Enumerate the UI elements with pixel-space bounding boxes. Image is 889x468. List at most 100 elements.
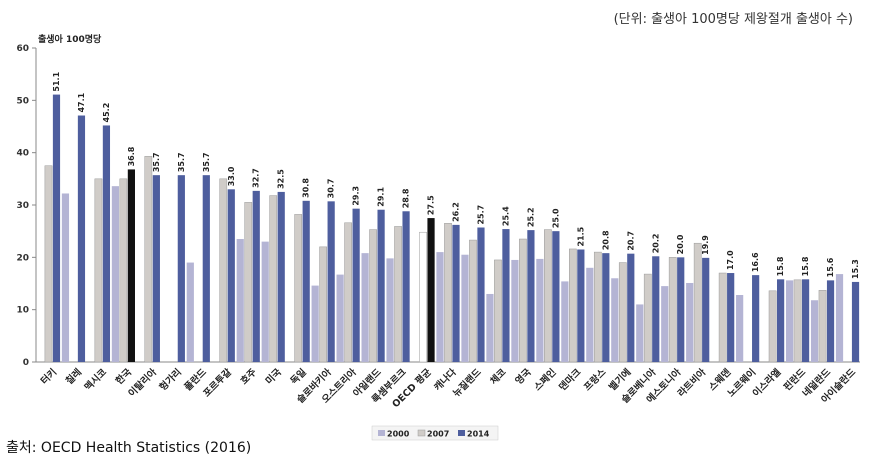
x-category-label: 헝가리: [157, 366, 184, 393]
bar-value-label: 45.2: [102, 103, 111, 123]
x-category-label: 뉴질랜드: [450, 366, 483, 399]
bar-2014: [427, 218, 435, 362]
bar-2007: [419, 231, 427, 363]
bar-2007: [244, 202, 253, 363]
bar-2000: [261, 241, 269, 362]
bar-2000: [386, 258, 394, 362]
bar-value-label: 25.0: [551, 208, 560, 228]
y-tick-label: 20: [16, 253, 29, 263]
bar-2014: [352, 208, 360, 362]
bar-2000: [461, 254, 469, 362]
bar-value-label: 27.5: [427, 195, 436, 215]
x-category-label: 독일: [288, 366, 309, 387]
y-tick-label: 0: [23, 358, 29, 368]
bar-2000: [536, 258, 544, 362]
legend-box: [371, 425, 499, 441]
bar-2007: [444, 223, 452, 363]
bar-2000: [586, 267, 594, 362]
x-category-label: 체코: [488, 366, 509, 387]
y-axis-label: 출생아 100명당: [38, 33, 102, 45]
bar-2014: [777, 279, 785, 362]
bar-value-label: 15.8: [801, 256, 810, 276]
bar-2000: [785, 280, 794, 362]
x-category-label: 이탈리아: [126, 366, 159, 399]
bar-2000: [661, 286, 669, 362]
bar-2007: [618, 262, 627, 363]
bar-value-label: 16.6: [751, 252, 760, 272]
legend-label: 2007: [427, 430, 449, 439]
bar-2000: [810, 300, 819, 362]
y-tick-label: 60: [16, 44, 29, 54]
bar-2014: [602, 253, 610, 362]
bar-2000: [636, 304, 644, 362]
bar-2000: [686, 282, 694, 362]
bar-value-label: 21.5: [576, 226, 585, 246]
bar-value-label: 29.1: [377, 187, 386, 207]
bar-2007: [718, 272, 727, 363]
unit-note: (단위: 출생아 100명당 제왕절개 출생아 수): [613, 12, 853, 27]
bar-2014: [527, 230, 535, 362]
bar-2014: [177, 175, 185, 362]
bar-2007: [119, 178, 128, 363]
bar-2014: [502, 229, 510, 362]
bar-2007: [219, 178, 228, 363]
bar-2007: [319, 246, 328, 363]
bar-value-label: 17.0: [726, 250, 735, 270]
legend-swatch-2014: [458, 430, 465, 436]
bar-value-label: 15.8: [776, 256, 785, 276]
source-note: 출처: OECD Health Statistics (2016): [6, 440, 252, 456]
bar-value-label: 20.7: [626, 231, 635, 251]
bar-value-label: 36.8: [127, 146, 136, 166]
bar-2014: [652, 256, 660, 362]
bar-value-label: 15.3: [851, 259, 860, 279]
legend-swatch-2000: [378, 430, 385, 436]
bar-value-label: 47.1: [77, 92, 86, 112]
bar-2007: [818, 290, 827, 363]
bar-2000: [486, 293, 494, 362]
bar-2014: [277, 191, 285, 362]
bar-value-label: 28.8: [402, 188, 411, 208]
bar-value-label: 25.4: [501, 206, 510, 226]
bar-value-label: 35.7: [202, 152, 211, 172]
bar-2000: [311, 285, 319, 362]
bar-2014: [152, 175, 160, 362]
bar-2007: [144, 156, 153, 363]
bar-2014: [377, 209, 385, 362]
bar-value-label: 30.7: [327, 179, 336, 199]
bar-2014: [577, 249, 585, 362]
x-category-label: 덴마크: [556, 366, 583, 393]
bar-2000: [61, 193, 70, 362]
legend-label: 2000: [387, 430, 410, 439]
bar-2000: [611, 278, 619, 362]
bar-2014: [851, 281, 860, 362]
x-category-label: 칠레: [63, 366, 84, 387]
x-category-label: 포르투갈: [201, 366, 234, 399]
bar-value-label: 35.7: [177, 152, 186, 172]
bar-2000: [561, 281, 569, 362]
bar-2007: [344, 222, 352, 363]
x-category-label: 프랑스: [581, 366, 608, 393]
bar-value-label: 20.0: [676, 234, 685, 254]
bar-2014: [801, 279, 810, 362]
bar-2007: [568, 248, 577, 363]
bar-value-label: 33.0: [227, 166, 236, 186]
bar-2014: [677, 257, 685, 362]
bar-value-label: 51.1: [52, 71, 61, 91]
bar-value-label: 19.9: [701, 235, 710, 255]
bar-2007: [693, 242, 702, 363]
bar-2014: [302, 200, 310, 362]
bar-value-label: 20.2: [651, 234, 660, 254]
bar-2007: [593, 251, 602, 363]
bar-2000: [361, 253, 369, 362]
bar-2014: [327, 201, 335, 362]
bar-2000: [336, 274, 344, 362]
bar-2007: [643, 273, 652, 363]
bar-2007: [544, 229, 552, 363]
bar-2014: [727, 273, 735, 362]
bar-2000: [186, 262, 194, 362]
bar-2007: [768, 290, 777, 363]
legend-swatch-2007: [417, 429, 426, 437]
bar-value-label: 29.3: [352, 186, 361, 206]
bar-2014: [702, 257, 710, 362]
